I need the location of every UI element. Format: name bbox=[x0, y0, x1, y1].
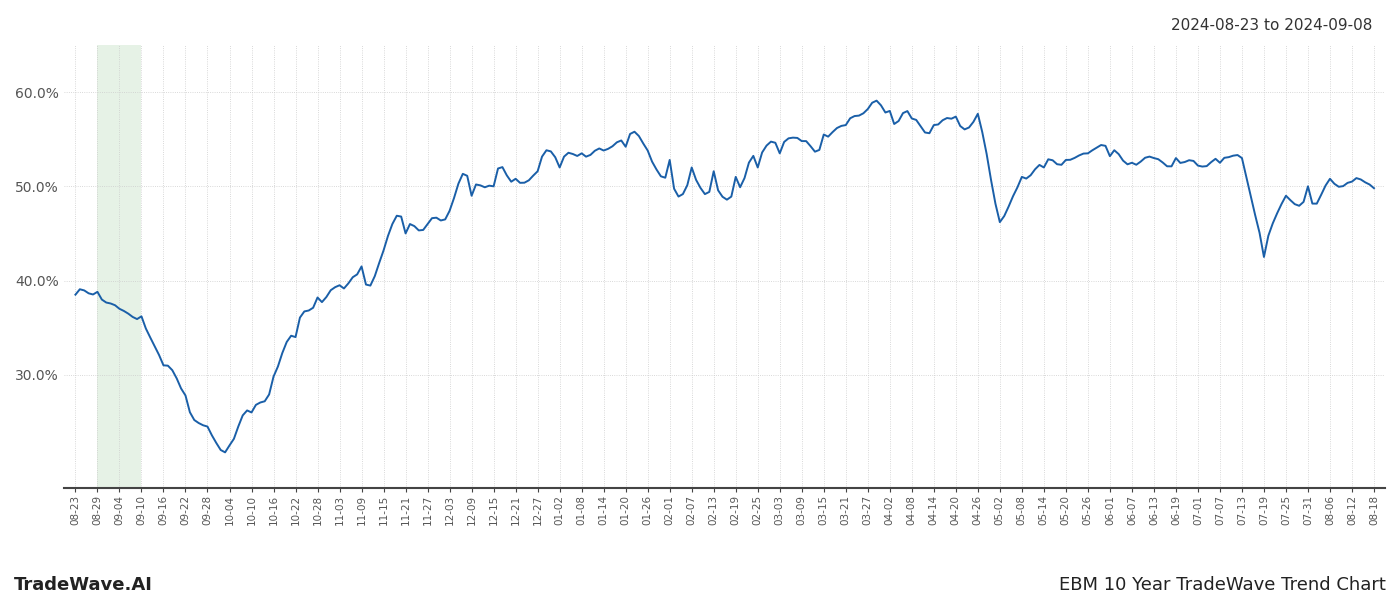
Text: 2024-08-23 to 2024-09-08: 2024-08-23 to 2024-09-08 bbox=[1170, 18, 1372, 33]
Bar bbox=[98, 45, 141, 488]
Text: EBM 10 Year TradeWave Trend Chart: EBM 10 Year TradeWave Trend Chart bbox=[1060, 576, 1386, 594]
Text: TradeWave.AI: TradeWave.AI bbox=[14, 576, 153, 594]
